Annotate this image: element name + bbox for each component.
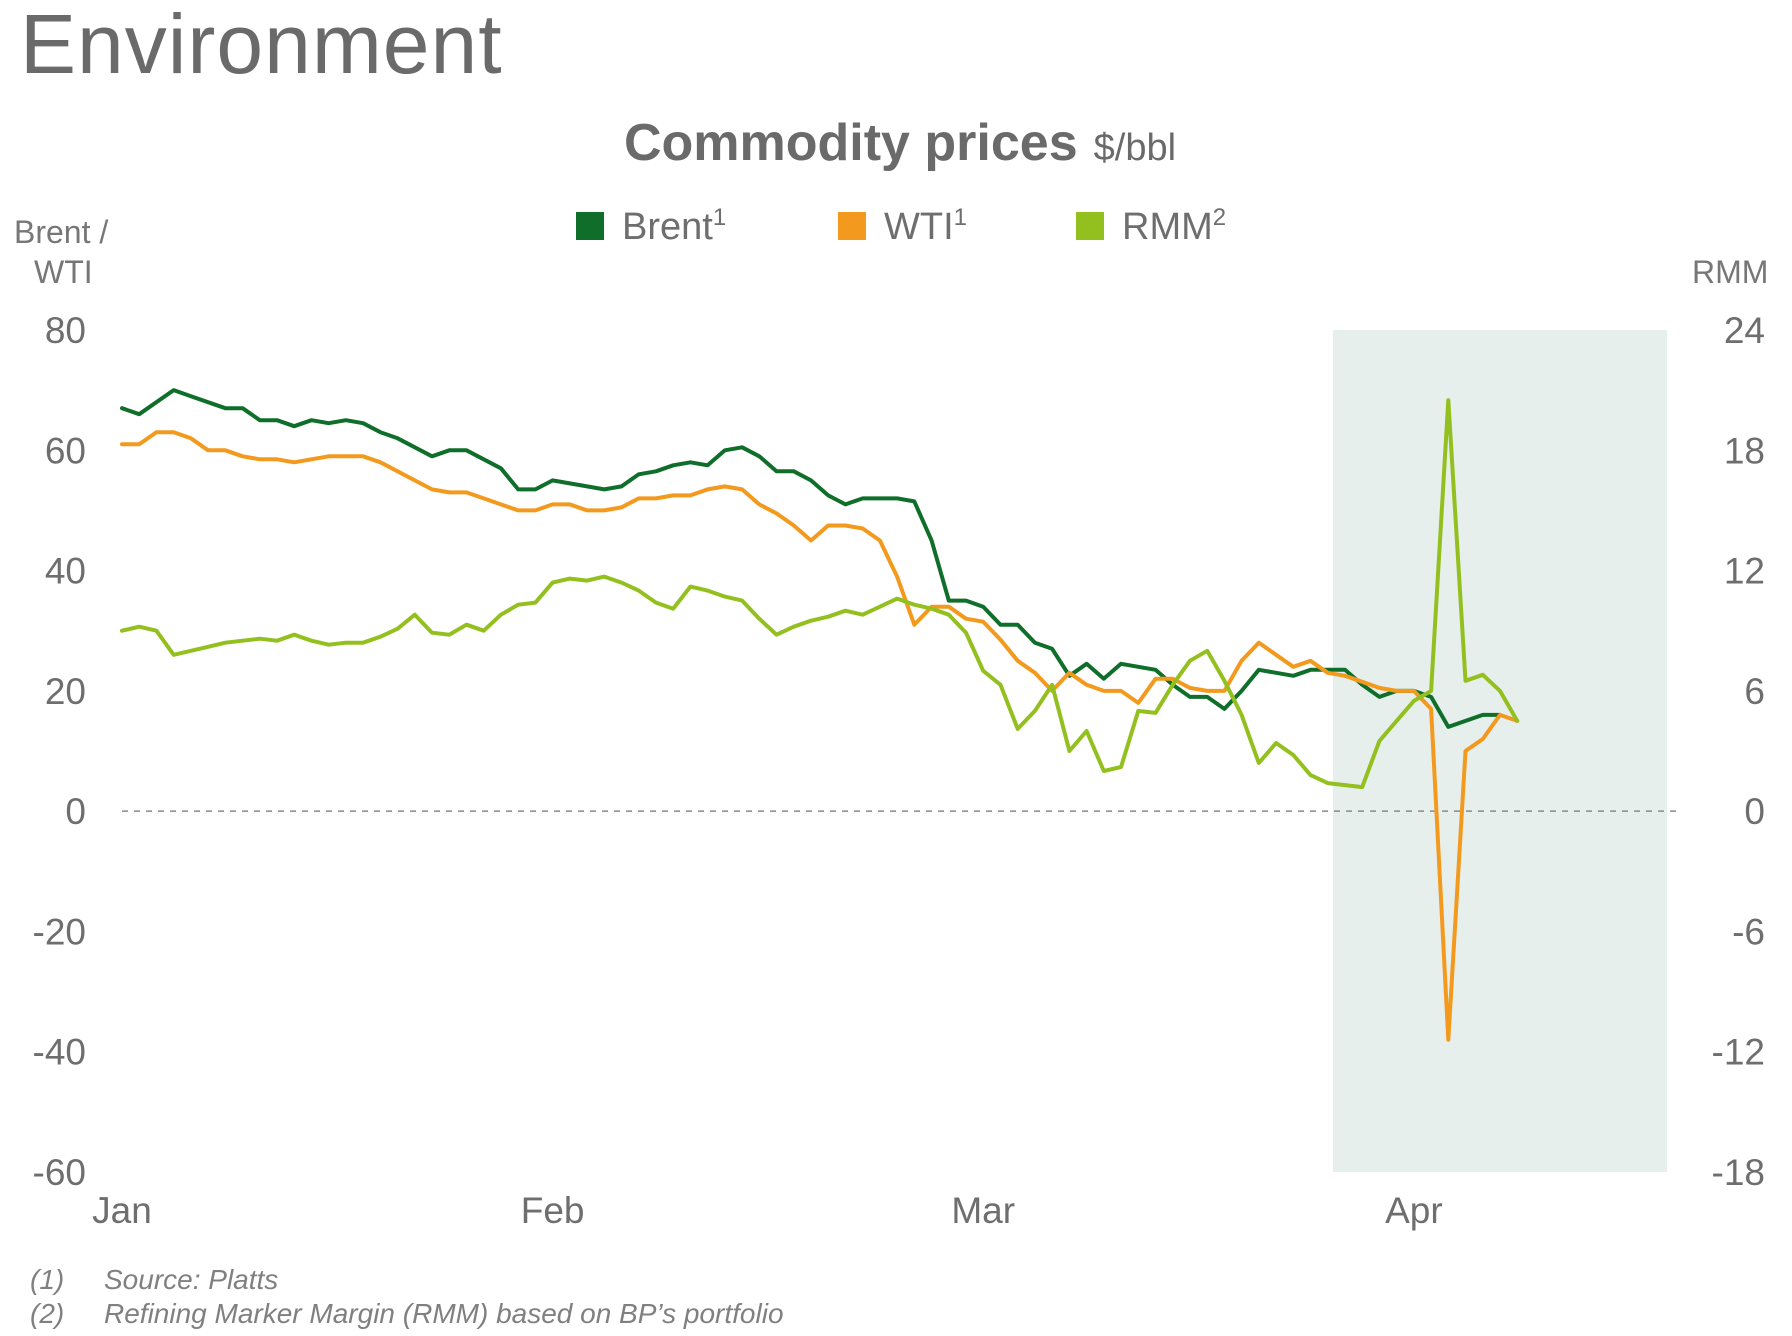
footnote-1-number: (1) — [30, 1264, 65, 1295]
footnote-1: (1) Source: Platts — [0, 1264, 1792, 1298]
footnote-2-number: (2) — [30, 1298, 65, 1329]
y-left-tick-label: 60 — [45, 430, 86, 471]
x-tick-label: Feb — [521, 1190, 585, 1231]
y-left-tick-label: -40 — [33, 1032, 86, 1073]
svg-text:Commodity prices$/bbl: Commodity prices $/bbl — [624, 114, 1176, 172]
y-left-tick-label: -60 — [33, 1152, 86, 1193]
y-left-tick-label: 40 — [45, 551, 86, 592]
x-tick-label: Mar — [951, 1190, 1015, 1231]
y-left-ticks: 80 60 40 20 0 -20 -40 -60 — [33, 310, 86, 1193]
chart-title-unit: $/bbl — [1094, 127, 1176, 169]
series-line-wti — [120, 430, 1520, 1042]
y-right-tick-label: -12 — [1712, 1032, 1765, 1073]
y-right-tick-label: 0 — [1744, 791, 1765, 832]
chart-title: Commodity prices — [624, 114, 1078, 172]
chart-legend: Brent1 WTI1 RMM2 — [576, 204, 1226, 248]
x-tick-label: Apr — [1385, 1190, 1443, 1231]
legend-swatch-rmm — [1076, 212, 1104, 240]
legend-label-rmm: RMM2 — [1122, 204, 1226, 248]
x-ticks: Jan Feb Mar Apr — [92, 1190, 1442, 1231]
legend-swatch-wti — [838, 212, 866, 240]
page-heading: Environment — [20, 0, 503, 91]
highlight-region — [1332, 330, 1668, 1172]
footnote-2: (2) Refining Marker Margin (RMM) based o… — [0, 1298, 1792, 1332]
series-line-rmm — [120, 398, 1520, 790]
y-right-tick-label: 12 — [1724, 551, 1765, 592]
legend-swatch-brent — [576, 212, 604, 240]
y-left-axis-title-line2: WTI — [34, 254, 93, 290]
y-right-tick-label: -18 — [1712, 1152, 1765, 1193]
legend-label-brent: Brent1 — [622, 204, 726, 248]
legend-label-wti: WTI1 — [884, 204, 967, 248]
series-layer — [120, 388, 1520, 1042]
y-left-axis-title-line1: Brent / — [14, 214, 108, 250]
y-left-tick-label: -20 — [33, 911, 86, 952]
y-left-tick-label: 0 — [65, 791, 86, 832]
y-right-tick-label: -6 — [1732, 911, 1765, 952]
y-right-tick-label: 6 — [1744, 671, 1765, 712]
y-right-tick-label: 18 — [1724, 430, 1765, 471]
footnote-2-text: Refining Marker Margin (RMM) based on BP… — [104, 1298, 784, 1329]
y-right-axis-title: RMM — [1692, 254, 1768, 290]
footnote-1-text: Source: Platts — [104, 1264, 279, 1295]
y-left-tick-label: 80 — [45, 310, 86, 351]
y-right-ticks: 24 18 12 6 0 -6 -12 -18 — [1712, 310, 1765, 1193]
x-tick-label: Jan — [92, 1190, 152, 1231]
y-right-tick-label: 24 — [1724, 310, 1765, 351]
series-line-brent — [120, 388, 1502, 729]
y-left-tick-label: 20 — [45, 671, 86, 712]
